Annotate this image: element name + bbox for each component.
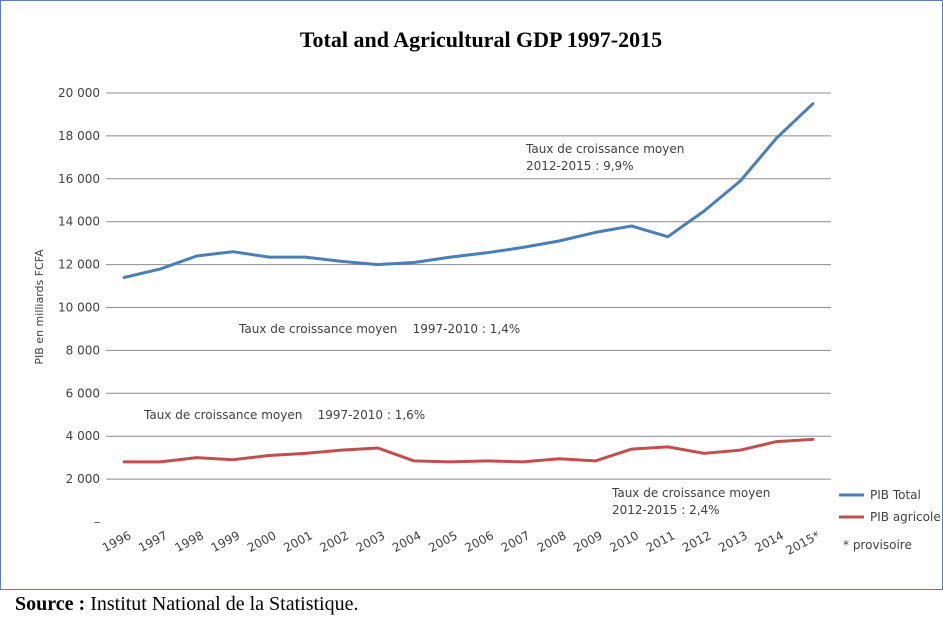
y-tick-label: 4 000 xyxy=(66,429,100,443)
chart-title: Total and Agricultural GDP 1997-2015 xyxy=(300,27,662,52)
x-tick-label: 2011 xyxy=(644,528,678,555)
series-lines xyxy=(122,102,815,464)
y-axis-label: PIB en milliards FCFA xyxy=(33,249,46,365)
x-tick-label: 2002 xyxy=(317,528,351,555)
x-tick-label: 2006 xyxy=(462,528,496,555)
annotation-agri-2012-2015: Taux de croissance moyen 2012-2015 : 2,4… xyxy=(611,486,770,517)
x-tick-label: 2005 xyxy=(426,528,460,555)
series-line-pib-total xyxy=(122,102,815,279)
x-tick-label: 2000 xyxy=(245,528,279,555)
x-tick-label: 2007 xyxy=(499,528,533,555)
annotation-line: 2012-2015 : 9,9% xyxy=(526,159,634,173)
y-tick-label: 8 000 xyxy=(66,343,100,357)
annotation-line: Taux de croissance moyen 1997-2010 : 1,4… xyxy=(238,322,520,336)
x-tick-label: 2012 xyxy=(680,528,714,555)
annotation-line: 2012-2015 : 2,4% xyxy=(612,503,720,517)
y-tick-label: 16 000 xyxy=(58,172,100,186)
annotation-agri-1997-2010: Taux de croissance moyen 1997-2010 : 1,6… xyxy=(143,408,425,422)
x-tick-label: 2001 xyxy=(281,528,315,555)
y-tick-label: 20 000 xyxy=(58,86,100,100)
x-tick-label: 2014 xyxy=(752,528,786,555)
annotation-total-2012-2015: Taux de croissance moyen 2012-2015 : 9,9… xyxy=(525,142,684,173)
x-tick-label: 1996 xyxy=(100,528,134,555)
y-tick-label: – xyxy=(94,515,100,529)
x-tick-label: 2003 xyxy=(354,528,388,555)
x-tick-label: 2004 xyxy=(390,528,424,555)
legend-label-pib-total: PIB Total xyxy=(870,488,921,502)
legend-note: * provisoire xyxy=(843,538,912,552)
chart-frame: Total and Agricultural GDP 1997-2015 – 2 … xyxy=(0,0,943,590)
source-label: Source : xyxy=(15,593,86,615)
y-tick-label: 14 000 xyxy=(58,215,100,229)
legend: PIB Total PIB agricole * provisoire xyxy=(839,488,941,552)
source-note: Source : Institut National de la Statist… xyxy=(15,593,358,616)
y-tick-label: 10 000 xyxy=(58,301,100,315)
x-tick-label: 1999 xyxy=(209,528,243,555)
y-tick-label: 18 000 xyxy=(58,129,100,143)
x-tick-label: 1997 xyxy=(136,528,170,555)
source-text: Institut National de la Statistique. xyxy=(85,593,359,615)
y-tick-labels: – 2 000 4 000 6 000 8 000 10 000 12 000 14 000 1… xyxy=(58,86,100,529)
x-tick-label: 1998 xyxy=(172,528,206,555)
annotation-total-1997-2010: Taux de croissance moyen 1997-2010 : 1,4… xyxy=(238,322,520,336)
x-tick-label: 2013 xyxy=(716,528,750,555)
y-tick-label: 2 000 xyxy=(66,472,100,486)
annotation-line: Taux de croissance moyen xyxy=(611,486,770,500)
y-tick-label: 6 000 xyxy=(66,386,100,400)
annotation-line: Taux de croissance moyen 1997-2010 : 1,6… xyxy=(143,408,425,422)
series-line-pib-agricole xyxy=(122,437,815,464)
x-tick-label: 2010 xyxy=(607,528,641,555)
x-tick-label: 2015* xyxy=(783,528,822,558)
y-tick-label: 12 000 xyxy=(58,258,100,272)
x-tick-label: 2009 xyxy=(571,528,605,555)
legend-label-pib-agricole: PIB agricole xyxy=(870,510,941,524)
annotation-line: Taux de croissance moyen xyxy=(525,142,684,156)
chart-canvas: Total and Agricultural GDP 1997-2015 – 2 … xyxy=(33,27,941,558)
x-tick-labels: 1996 1997 1998 1999 2000 2001 2002 2003 2004 2005… xyxy=(100,528,822,558)
gridlines xyxy=(106,92,831,480)
x-tick-label: 2008 xyxy=(535,528,569,555)
